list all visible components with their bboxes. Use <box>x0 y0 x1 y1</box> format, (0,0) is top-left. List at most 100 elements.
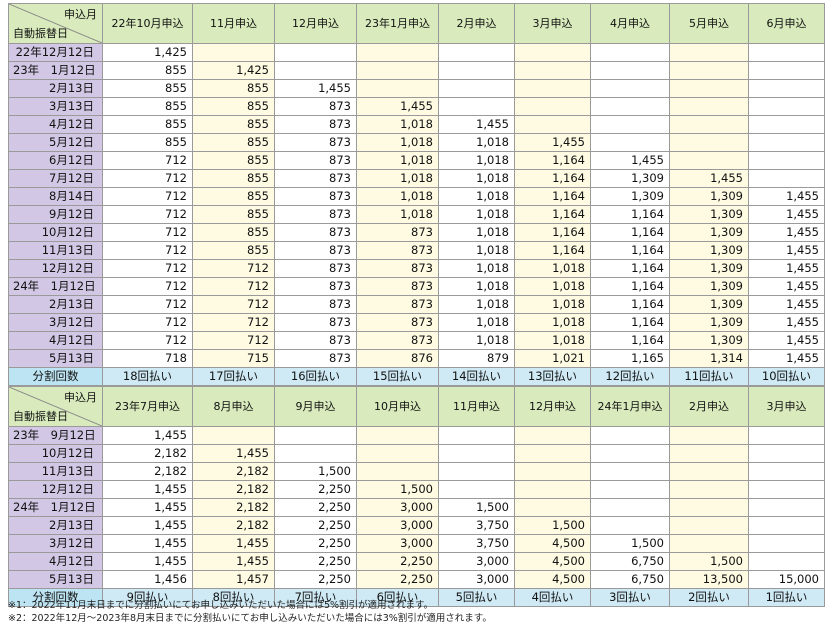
amount-cell: 1,500 <box>438 498 515 517</box>
amount-cell <box>669 79 749 98</box>
amount-cell: 1,455 <box>748 205 825 224</box>
corner-label-application-month: 申込月 <box>64 8 97 21</box>
amount-cell <box>356 79 439 98</box>
amount-cell: 873 <box>274 349 357 368</box>
amount-cell: 873 <box>274 223 357 242</box>
amount-cell <box>514 61 591 80</box>
amount-cell: 873 <box>274 205 357 224</box>
amount-cell <box>514 79 591 98</box>
amount-cell <box>669 61 749 80</box>
amount-cell: 1,455 <box>192 552 275 571</box>
table-row: 3月13日 855 855 873 1,455 <box>8 97 825 116</box>
amount-cell <box>356 61 439 80</box>
amount-cell: 1,164 <box>514 151 591 170</box>
amount-cell: 855 <box>102 79 193 98</box>
column-header: 12月申込 <box>514 386 591 427</box>
amount-cell <box>669 43 749 62</box>
amount-cell: 712 <box>102 241 193 260</box>
amount-cell: 1,164 <box>514 223 591 242</box>
amount-cell <box>514 462 591 481</box>
amount-cell <box>748 61 825 80</box>
amount-cell: 1,456 <box>102 570 193 589</box>
amount-cell: 873 <box>274 133 357 152</box>
amount-cell <box>748 498 825 517</box>
amount-cell: 855 <box>192 97 275 116</box>
amount-cell: 1,457 <box>192 570 275 589</box>
amount-cell <box>748 79 825 98</box>
amount-cell: 1,455 <box>748 331 825 350</box>
amount-cell: 1,455 <box>748 313 825 332</box>
amount-cell: 2,182 <box>102 444 193 463</box>
amount-cell <box>669 534 749 553</box>
amount-cell <box>748 534 825 553</box>
debit-date-cell: 11月13日 <box>8 462 103 481</box>
table-row: 5月13日 1,456 1,457 2,250 2,250 3,000 4,500 6,750… <box>8 570 825 589</box>
installment-count: 9回払い <box>102 588 193 607</box>
installment-count: 16回払い <box>274 367 357 386</box>
amount-cell: 712 <box>102 313 193 332</box>
amount-cell: 712 <box>102 223 193 242</box>
debit-date-cell: 22年12月12日 <box>8 43 103 62</box>
amount-cell: 1,164 <box>514 169 591 188</box>
installment-count: 7回払い <box>274 588 357 607</box>
installment-count: 5回払い <box>438 588 515 607</box>
amount-cell: 1,455 <box>748 277 825 296</box>
amount-cell <box>669 516 749 535</box>
amount-cell: 1,164 <box>590 223 670 242</box>
amount-cell: 15,000 <box>748 570 825 589</box>
amount-cell: 873 <box>356 295 439 314</box>
amount-cell: 1,455 <box>748 349 825 368</box>
debit-date-cell: 2月13日 <box>8 295 103 314</box>
amount-cell: 3,750 <box>438 534 515 553</box>
amount-cell: 1,018 <box>438 277 515 296</box>
amount-cell: 855 <box>102 115 193 134</box>
table-row: 3月12日 1,455 1,455 2,250 3,000 3,750 4,500 1,500 <box>8 534 825 553</box>
amount-cell: 712 <box>102 205 193 224</box>
amount-cell: 873 <box>274 169 357 188</box>
amount-cell <box>274 426 357 445</box>
amount-cell: 873 <box>274 97 357 116</box>
table-row: 7月12日 712 855 873 1,018 1,018 1,164 1,309 1,455 <box>8 169 825 188</box>
amount-cell <box>669 480 749 499</box>
table-row: 24年 1月12日 1,455 2,182 2,250 3,000 1,500 <box>8 498 825 517</box>
amount-cell <box>192 426 275 445</box>
column-header: 22年10月申込 <box>102 3 193 44</box>
amount-cell: 1,164 <box>514 205 591 224</box>
amount-cell: 1,164 <box>590 205 670 224</box>
amount-cell <box>274 43 357 62</box>
amount-cell <box>590 61 670 80</box>
amount-cell <box>590 97 670 116</box>
amount-cell: 1,018 <box>514 259 591 278</box>
column-header: 12月申込 <box>274 3 357 44</box>
column-header: 23年1月申込 <box>356 3 439 44</box>
amount-cell <box>590 498 670 517</box>
amount-cell: 855 <box>102 61 193 80</box>
column-header: 5月申込 <box>669 3 749 44</box>
amount-cell: 3,000 <box>438 570 515 589</box>
amount-cell: 855 <box>192 169 275 188</box>
corner-header: 申込月 自動振替日 <box>8 386 103 427</box>
amount-cell <box>514 480 591 499</box>
column-header: 11月申込 <box>192 3 275 44</box>
amount-cell: 873 <box>274 259 357 278</box>
debit-date-cell: 10月12日 <box>8 444 103 463</box>
amount-cell <box>514 115 591 134</box>
amount-cell: 712 <box>102 187 193 206</box>
amount-cell: 873 <box>356 241 439 260</box>
amount-cell: 1,455 <box>438 115 515 134</box>
amount-cell <box>590 43 670 62</box>
amount-cell: 1,309 <box>669 205 749 224</box>
amount-cell: 1,455 <box>274 79 357 98</box>
amount-cell <box>514 498 591 517</box>
table-row: 4月12日 712 712 873 873 1,018 1,018 1,164 1,309 1,4… <box>8 331 825 350</box>
amount-cell <box>748 151 825 170</box>
amount-cell <box>669 115 749 134</box>
amount-cell <box>274 61 357 80</box>
amount-cell <box>669 426 749 445</box>
amount-cell: 1,425 <box>102 43 193 62</box>
debit-date-cell: 9月12日 <box>8 205 103 224</box>
amount-cell: 1,018 <box>356 115 439 134</box>
amount-cell: 712 <box>192 313 275 332</box>
amount-cell: 1,018 <box>514 313 591 332</box>
amount-cell <box>356 43 439 62</box>
